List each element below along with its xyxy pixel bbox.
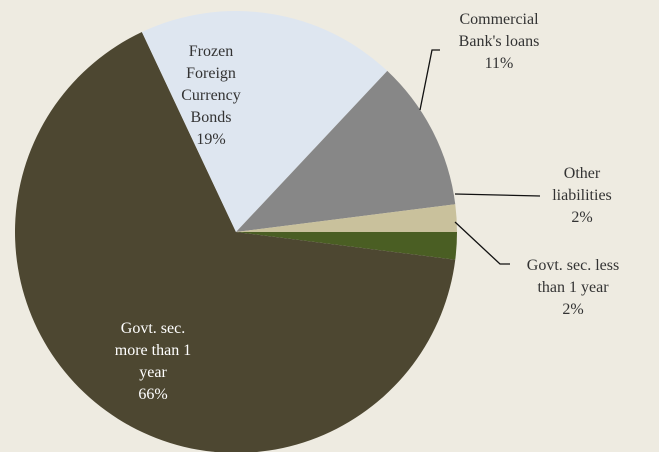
data-label-value: 19% xyxy=(196,131,225,148)
data-label-category-line: year xyxy=(139,364,167,381)
data-label-frozen-foreign-currency-bonds: Frozen Foreign Currency Bonds 19% xyxy=(181,43,241,148)
data-label-govt-sec-more-than-1-year: Govt. sec. more than 1 year 66% xyxy=(115,320,191,403)
data-label-category-line: than 1 year xyxy=(537,279,609,296)
data-label-category-line: Other xyxy=(564,165,601,182)
pie-slice-govt-sec-less-than-1-year xyxy=(236,232,457,260)
data-label-category-line: Commercial xyxy=(459,11,539,28)
data-label-category-line: Bonds xyxy=(191,109,232,126)
pie-slice-frozen-foreign-currency-bonds xyxy=(141,11,388,233)
data-label-other-liabilities: Other liabilities 2% xyxy=(552,165,612,226)
data-label-value: 11% xyxy=(485,55,514,72)
data-label-category-line: Foreign xyxy=(186,65,236,82)
data-label-category-line: Bank's loans xyxy=(459,33,540,50)
data-label-value: 2% xyxy=(571,209,592,226)
data-label-govt-sec-less-than-1-year: Govt. sec. less than 1 year 2% xyxy=(527,257,619,318)
pie-slice-govt-sec-more-than-1-year xyxy=(15,32,456,452)
leader-line-other-liabilities xyxy=(454,193,541,197)
data-label-commercial-bank-s-loans: Commercial Bank's loans 11% xyxy=(459,11,540,72)
leader-line-govt-sec-less-than-1-year xyxy=(454,221,510,265)
pie-slice-other-liabilities xyxy=(236,204,457,232)
data-label-value: 66% xyxy=(138,386,167,403)
data-label-category-line: Frozen xyxy=(189,43,233,60)
data-label-value: 2% xyxy=(562,301,583,318)
data-label-category-line: Govt. sec. xyxy=(121,320,185,337)
leader-line-commercial-bank-s-loans xyxy=(419,49,440,111)
data-label-category-line: Govt. sec. less xyxy=(527,257,619,274)
pie-slice-commercial-bank-s-loans xyxy=(236,70,456,232)
data-label-category-line: liabilities xyxy=(552,187,612,204)
data-label-category-line: Currency xyxy=(181,87,241,104)
data-label-category-line: more than 1 xyxy=(115,342,191,359)
